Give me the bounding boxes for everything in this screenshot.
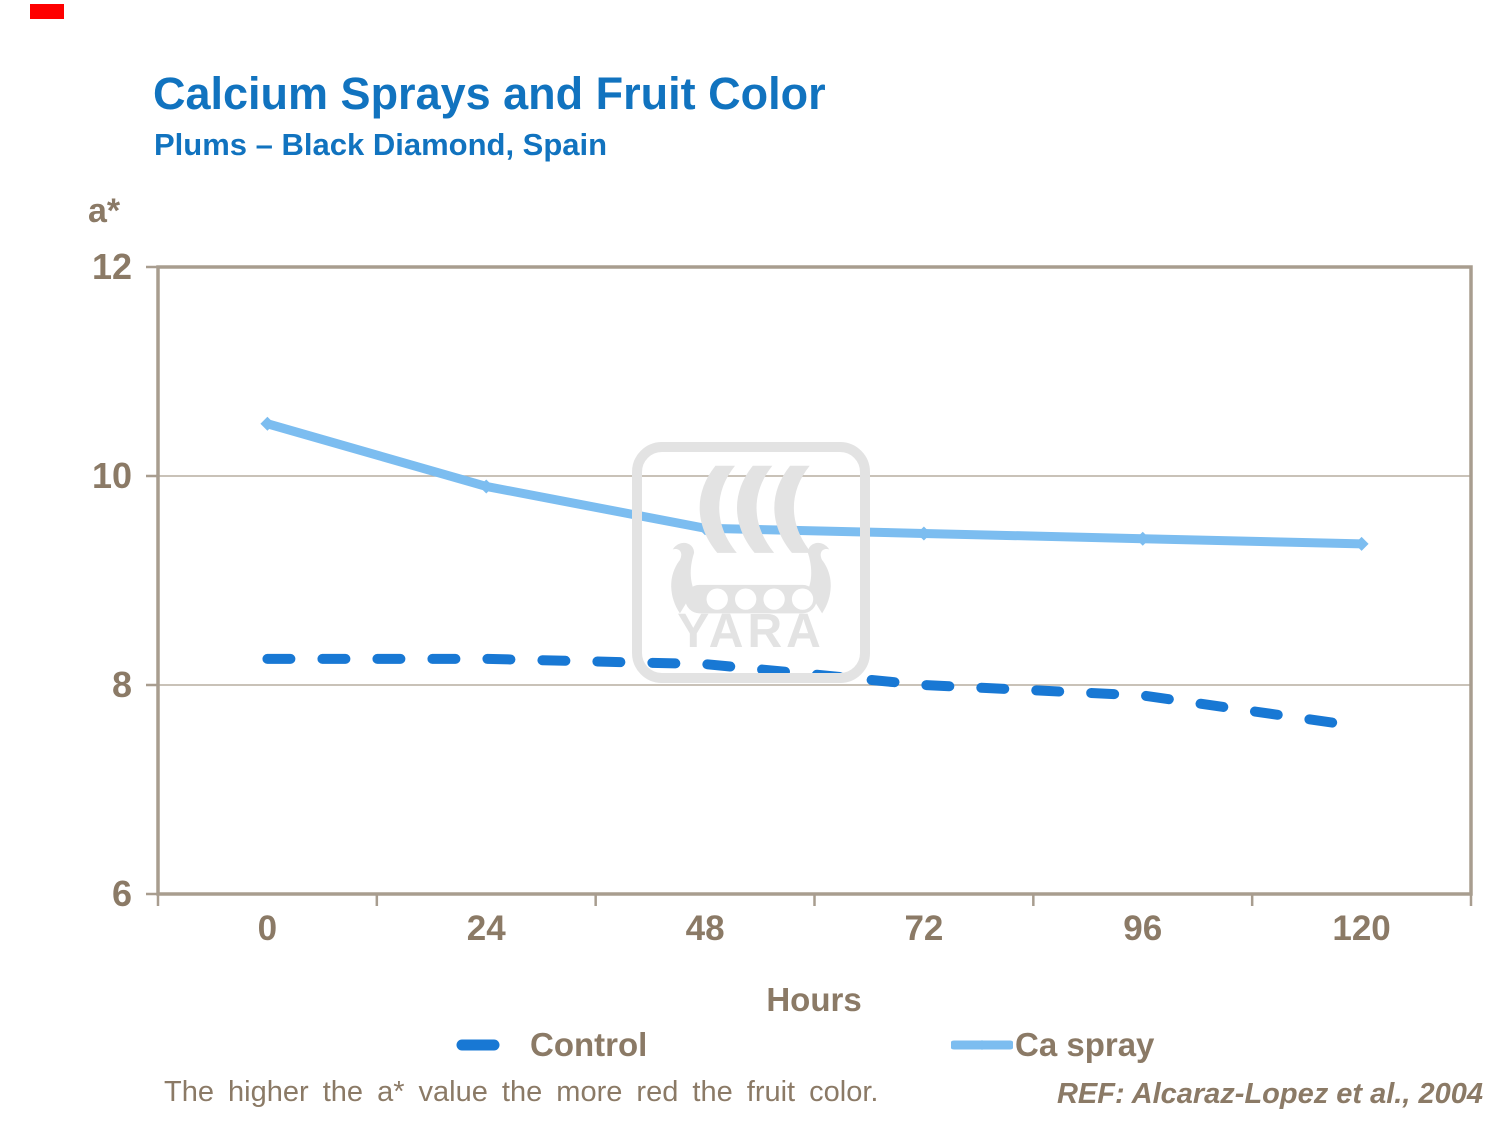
chart-subtitle: Plums – Black Diamond, Spain [154, 127, 608, 162]
x-tick-label: 96 [1123, 909, 1163, 948]
y-tick-label: 6 [111, 873, 132, 914]
yara-watermark: YARA [632, 442, 870, 683]
ca-spray-line-key-icon [951, 1040, 1013, 1050]
legend-label-ca-spray: Ca spray [1015, 1026, 1155, 1063]
yara-ship-icon [671, 465, 831, 614]
legend-label-control: Control [530, 1026, 648, 1063]
y-axis-title: a* [88, 192, 121, 230]
chart-title: Calcium Sprays and Fruit Color [153, 68, 826, 119]
yara-watermark-text: YARA [677, 605, 825, 658]
x-tick-label: 48 [685, 909, 725, 948]
footnote: The higher the a* value the more red the… [164, 1076, 879, 1108]
x-tick-label: 72 [904, 909, 944, 948]
y-tick-label: 12 [91, 246, 132, 287]
x-tick-label: 0 [257, 909, 278, 948]
y-tick-label: 8 [111, 664, 132, 705]
reference: REF: Alcaraz-Lopez et al., 2004 [1056, 1078, 1483, 1110]
control-dash-key-icon [456, 1039, 500, 1051]
red-accent-mark [30, 4, 64, 19]
y-tick-label: 10 [91, 455, 132, 496]
x-tick-label: 120 [1332, 909, 1391, 948]
legend-item-ca-spray: Ca spray [951, 1026, 1154, 1064]
legend-item-control: Control [455, 1026, 647, 1064]
x-tick-label: 24 [466, 909, 506, 948]
x-axis-title: Hours [766, 981, 862, 1018]
